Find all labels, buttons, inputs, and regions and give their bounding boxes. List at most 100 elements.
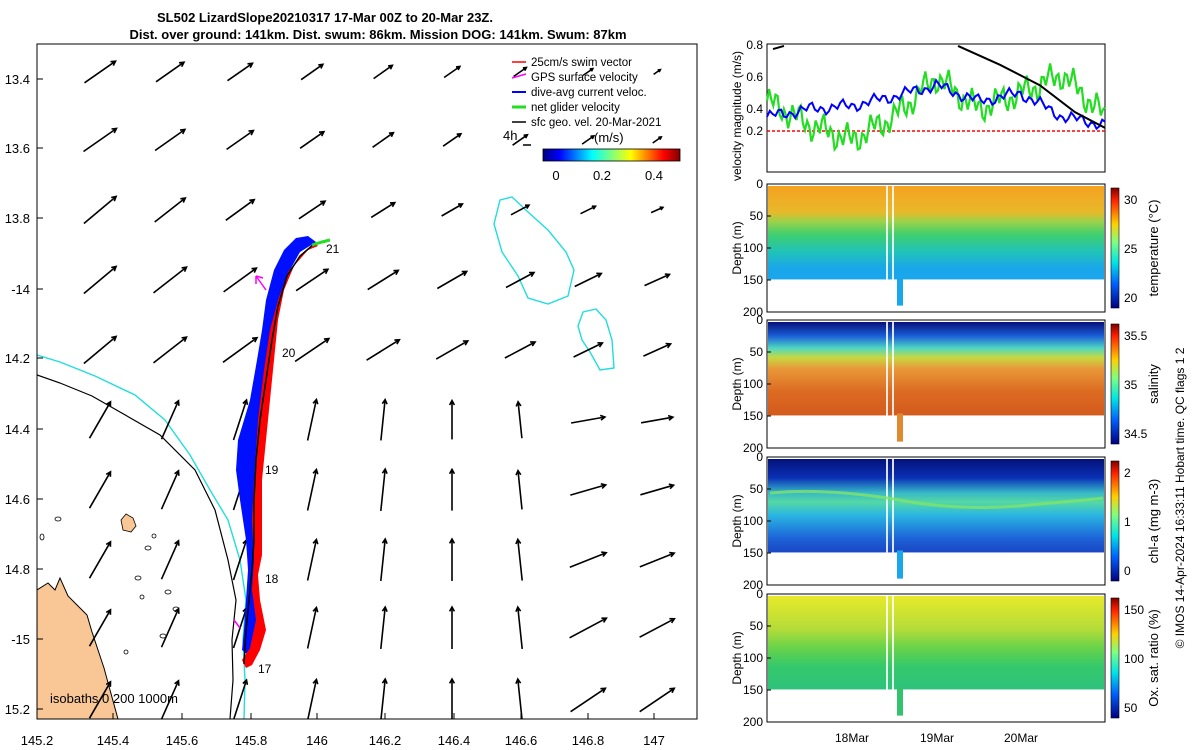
colorbar-tick-label: 34.5 xyxy=(1124,427,1148,441)
velocity-tick-0.8: 0.8 xyxy=(746,38,763,52)
geo-velocity-arrow xyxy=(705,416,735,423)
colorbar-tick-label: 1 xyxy=(1124,515,1131,529)
colorbar-tick-label: 25 xyxy=(1124,242,1138,256)
geo-velocity-arrow xyxy=(581,134,596,145)
geo-velocity-arrow xyxy=(307,677,319,719)
map-ytick-label: 13.6 xyxy=(5,141,30,156)
geo-velocity-arrow xyxy=(306,605,319,649)
temperature-colorbar-label: temperature (°C) xyxy=(1146,200,1161,297)
geo-velocity-arrow xyxy=(154,196,187,223)
data-gap xyxy=(886,322,888,416)
geo-velocity-arrow xyxy=(299,130,326,149)
geo-velocity-arrow xyxy=(504,341,537,359)
geo-velocity-arrow xyxy=(569,551,608,569)
map-xtick-label: 146.6 xyxy=(505,733,538,748)
map-xtick-label: 146.2 xyxy=(369,733,402,748)
deep-dive-profile xyxy=(897,277,903,306)
geo-velocity-arrow xyxy=(515,605,523,649)
geo-velocity-arrow xyxy=(84,60,117,84)
geo-velocity-arrow xyxy=(448,467,456,511)
map-y-ticks: 13.4 13.6 13.8 -14 14.2 14.4 14.6 14.8 -15 15.2 xyxy=(5,72,43,717)
geo-velocity-arrow xyxy=(515,400,523,439)
geo-velocity-arrow xyxy=(380,537,388,581)
profile-data-field xyxy=(768,322,1104,416)
geo-velocity-arrow xyxy=(227,62,254,82)
day-label-21: 21 xyxy=(326,242,340,256)
colorbar-tick-label: 50 xyxy=(1124,701,1138,715)
time-tick-18mar: 18Mar xyxy=(835,731,869,745)
depth-tick-label: 50 xyxy=(750,482,764,496)
geo-velocity-arrow xyxy=(88,680,112,719)
geo-velocity-arrow xyxy=(153,266,188,294)
colorbar-tick-0.2: 0.2 xyxy=(593,168,611,183)
time-marker-label: 4h xyxy=(503,128,517,143)
colorbar-tick-label: 20 xyxy=(1124,291,1138,305)
dive-avg-current-ribbon xyxy=(236,236,316,655)
geo-velocity-arrow xyxy=(707,344,733,355)
glider-track xyxy=(243,243,315,665)
legend-gps-velocity: GPS surface velocity xyxy=(531,72,638,84)
map-x-ticks: 145.2 145.4 145.6 145.8 146 146.2 146.4 146.6 14… xyxy=(21,713,665,748)
chl-max-layer xyxy=(769,489,1104,509)
depth-tick-label: 0 xyxy=(756,450,763,464)
geo-velocity-arrow xyxy=(644,273,672,287)
geo-velocity-arrow xyxy=(441,203,464,217)
map-ytick-label: 13.8 xyxy=(5,211,30,226)
geo-velocity-arrow xyxy=(83,195,118,225)
depth-tick-label: 50 xyxy=(750,619,764,633)
geo-velocity-arrow xyxy=(574,272,603,288)
map-ytick-label: -15 xyxy=(11,632,30,647)
geo-velocity-arrow xyxy=(448,677,456,719)
geo-velocity-arrow xyxy=(88,608,112,647)
geo-velocity-arrow xyxy=(653,68,662,76)
map-xtick-label: 145.8 xyxy=(235,733,268,748)
data-gap xyxy=(892,459,894,553)
depth-tick-label: 50 xyxy=(750,345,764,359)
island xyxy=(120,513,137,533)
day-label-19: 19 xyxy=(265,463,279,477)
geo-velocity-arrow xyxy=(88,470,112,509)
geo-velocity-arrow xyxy=(436,270,469,290)
geo-velocity-arrow xyxy=(223,267,258,293)
depth-tick-label: 100 xyxy=(743,651,763,665)
time-tick-19mar: 19Mar xyxy=(920,731,954,745)
map-xtick-label: 146 xyxy=(306,733,328,748)
geo-velocity-arrow xyxy=(232,398,249,441)
geo-velocity-arrow xyxy=(373,64,394,80)
imos-credit: © IMOS 14-Apr-2024 16:33:11 Hobart time.… xyxy=(1173,347,1187,648)
chla-colorbar xyxy=(1110,460,1120,582)
map-ytick-label: 13.4 xyxy=(5,72,30,87)
legend-swim-vector: 25cm/s swim vector xyxy=(531,57,632,69)
profile-temperature: 0 50 100 150 200 Depth (m) 30 25 20 temperature (… xyxy=(730,177,1161,319)
geo-velocity-arrow xyxy=(708,275,731,285)
geo-velocity-arrow xyxy=(704,689,737,711)
geo-velocity-arrow xyxy=(639,617,676,638)
sfc-geo-velocity-line-start xyxy=(772,44,785,51)
geo-velocity-arrow xyxy=(640,414,675,424)
colorbar-tick-label: 150 xyxy=(1124,603,1144,617)
depth-tick-label: 100 xyxy=(743,241,763,255)
data-gap xyxy=(892,322,894,416)
geo-velocity-arrow xyxy=(226,129,255,151)
geo-velocity-arrow xyxy=(380,467,388,511)
geo-velocity-arrow xyxy=(160,539,180,580)
geo-velocity-arrow xyxy=(573,342,604,358)
velocity-frame xyxy=(766,43,1106,173)
geo-velocity-arrow xyxy=(640,483,676,496)
map-frame xyxy=(36,43,698,720)
geo-velocity-arrow xyxy=(380,677,388,719)
depth-tick-label: 0 xyxy=(756,177,763,191)
geo-velocity-arrow xyxy=(569,617,608,639)
geo-velocity-arrow xyxy=(306,397,319,441)
profile-chla: 0 50 100 150 200 Depth (m) 2 1 0 chl-a (mg m-3) xyxy=(730,450,1161,592)
colorbar-tick-label: 0 xyxy=(1124,564,1131,578)
day-label-17: 17 xyxy=(258,662,272,676)
map-xtick-label: 145.6 xyxy=(166,733,199,748)
geo-velocity-arrow xyxy=(160,469,180,510)
depth-tick-label: 0 xyxy=(756,587,763,601)
geo-velocity-arrow xyxy=(153,336,188,364)
geo-velocity-arrow xyxy=(295,268,330,292)
geo-velocity-arrow xyxy=(225,198,256,221)
isobath-cyan-loop-1 xyxy=(493,196,575,305)
velocity-panel: 0.2 0.4 0.6 0.8 velocity magnitude (m/s) xyxy=(730,38,1106,181)
